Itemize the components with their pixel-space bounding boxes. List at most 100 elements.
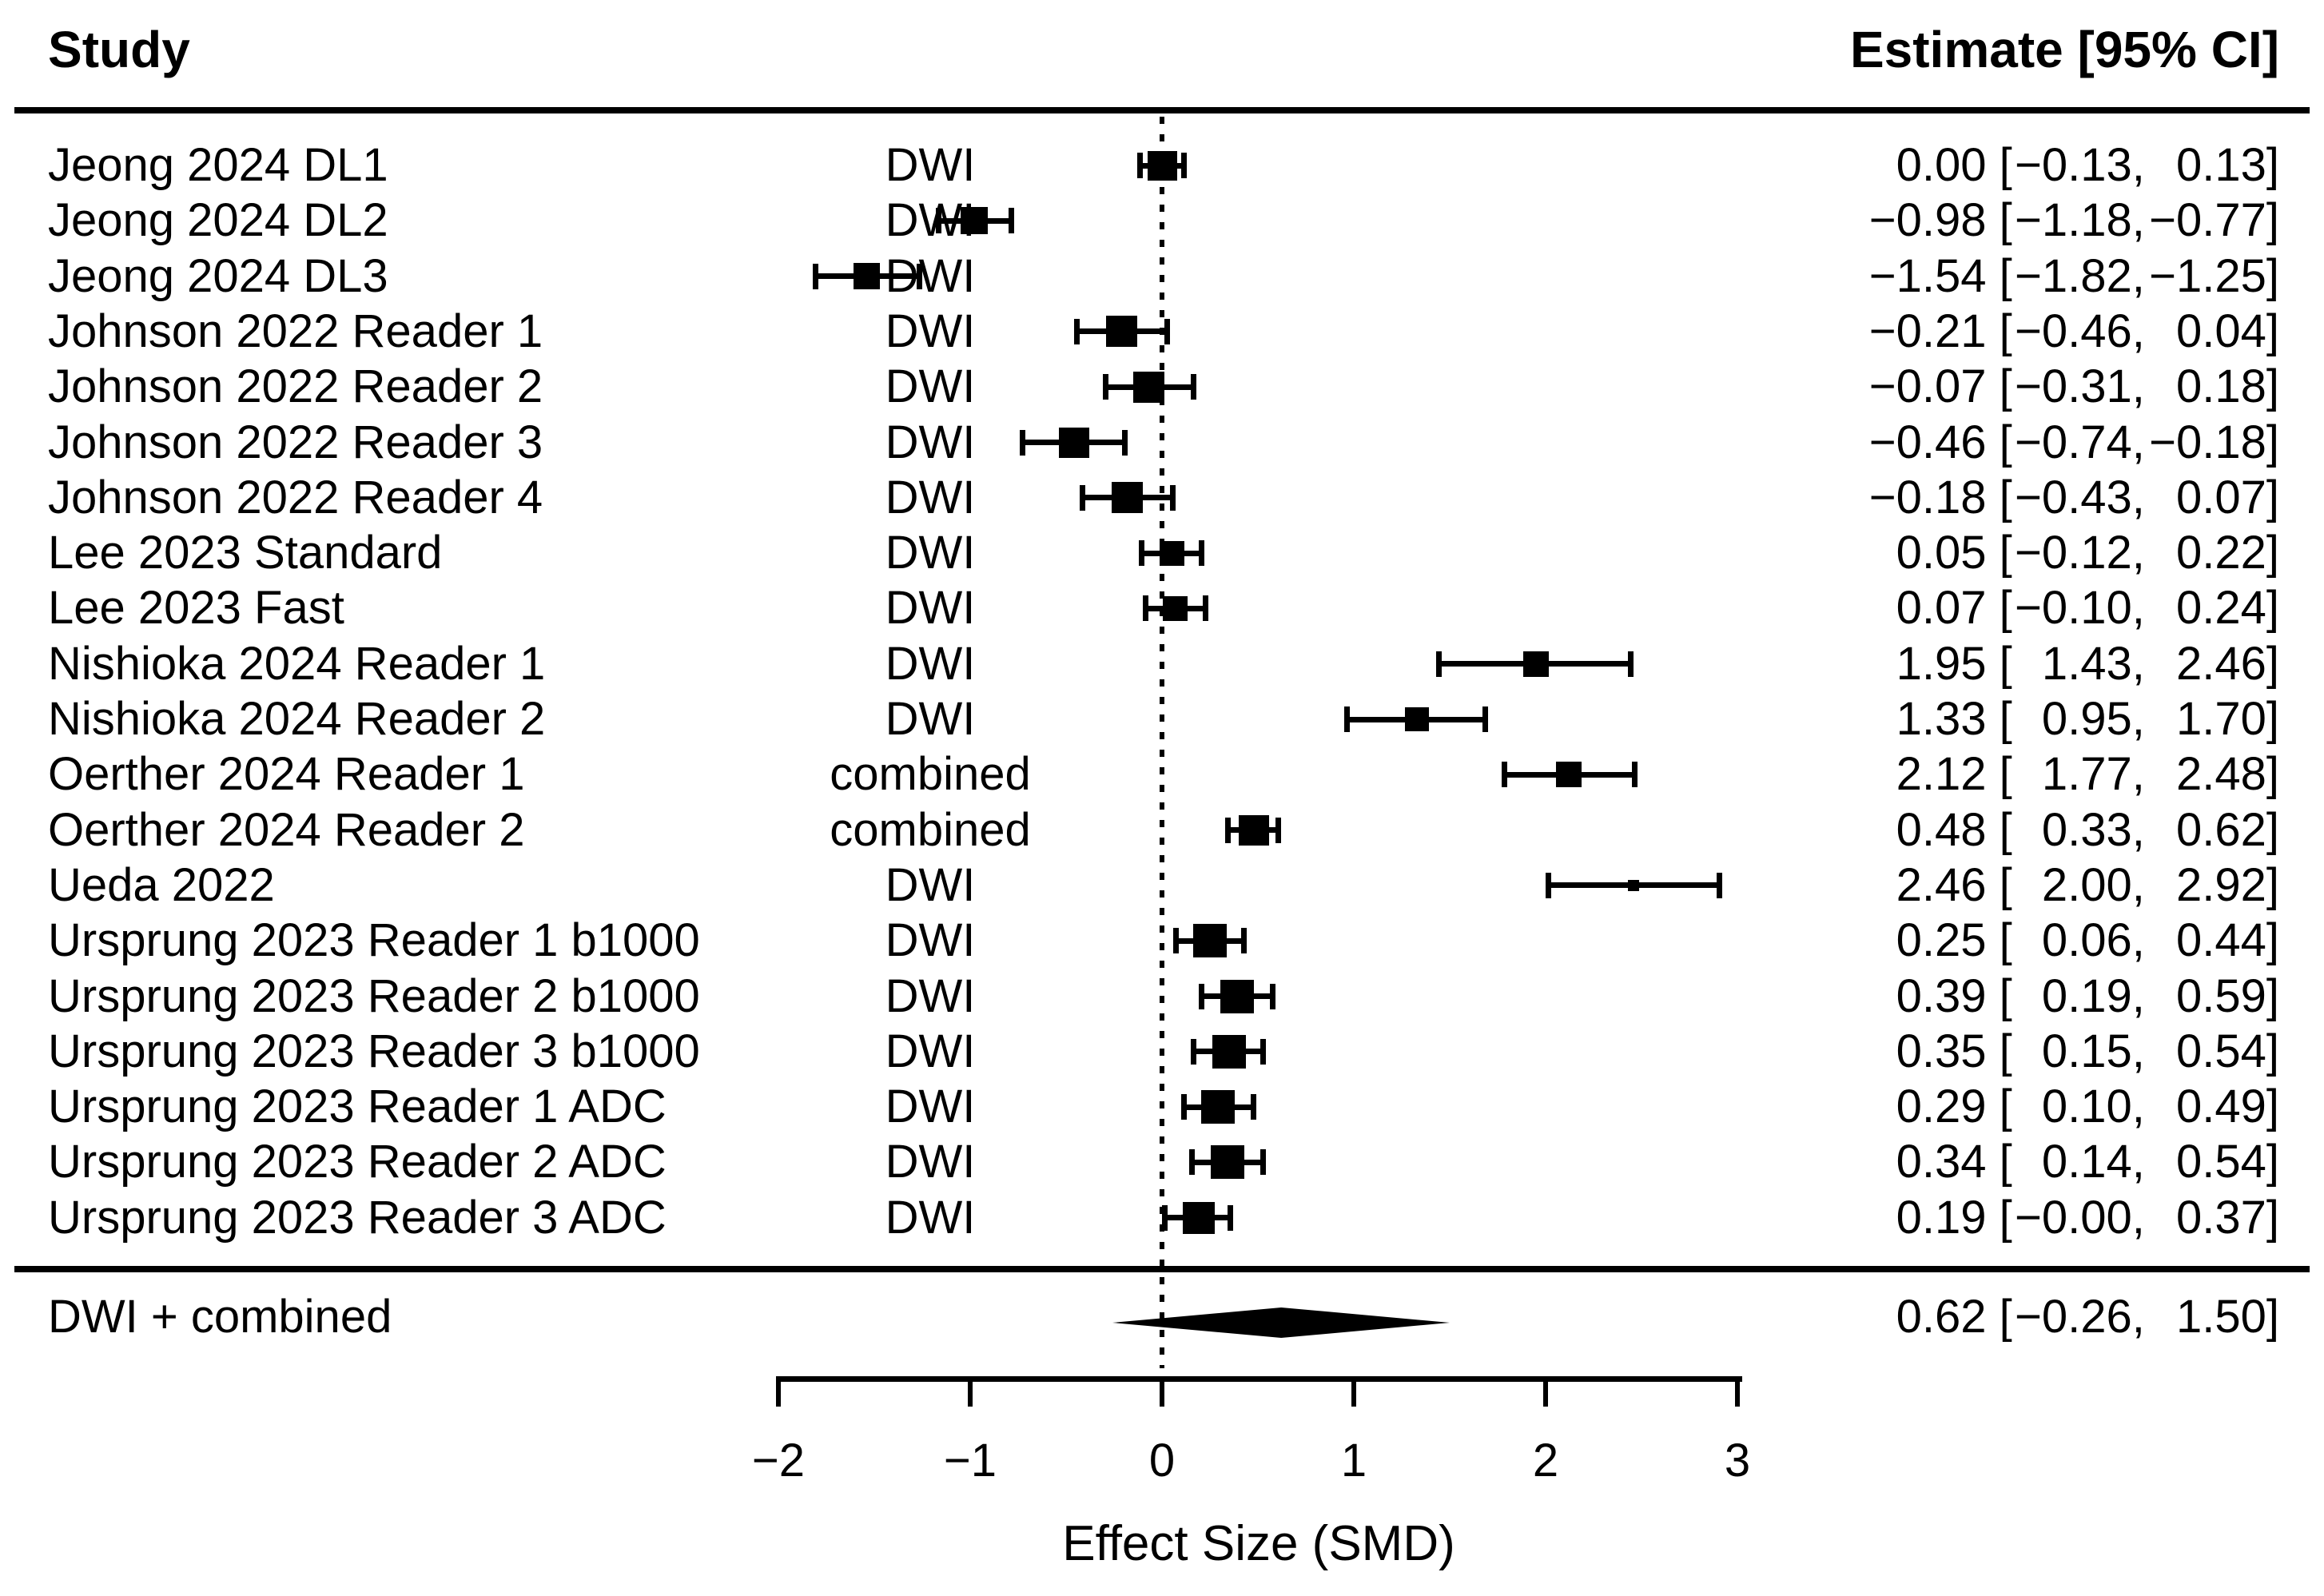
modality-label: DWI [885,582,976,635]
ci-cap-right [917,263,922,289]
point-marker [1147,150,1177,181]
x-axis-tick [968,1376,973,1407]
ci-cap-left [1188,1149,1195,1176]
estimate-number: 0.34 [1896,1136,1987,1188]
study-label: Johnson 2022 Reader 4 [48,471,543,523]
estimate-number: 1.95 [1896,637,1987,690]
ci-low-number: −1.82 [2014,249,2132,302]
estimate-number: 0.29 [1896,1081,1987,1133]
study-label: Ursprung 2023 Reader 1 b1000 [48,914,700,967]
ci-high-number: 0.18 [2175,360,2266,413]
x-axis-tick-label: 1 [1340,1435,1367,1487]
ci-cap-right [1009,208,1015,234]
modality-label: DWI [885,914,976,967]
ci-high-number: 0.04 [2175,304,2266,357]
ci-high-number: −1.25 [2149,249,2266,302]
point-marker [1132,371,1164,403]
ci-high-number: 0.54 [2175,1136,2266,1188]
estimate-value: 0.35 [0.15, 0.54] [1867,1025,2279,1077]
study-label: Johnson 2022 Reader 2 [48,360,543,413]
ci-low-number: −0.13 [2014,139,2132,191]
modality-label: DWI [885,360,976,413]
estimate-number: −0.21 [1868,304,1987,357]
ci-high-number: 1.70 [2175,693,2266,745]
estimate-value: 0.00 [−0.13, 0.13] [1867,142,2279,189]
ci-cap-left [1181,1094,1187,1120]
estimate-value: 0.05 [−0.12, 0.22] [1867,530,2279,576]
ci-cap-left [1225,817,1232,843]
ci-cap-left [935,208,941,234]
point-marker [1106,316,1138,348]
summary-diamond [1112,1307,1450,1338]
ci-cap-right [1250,1094,1256,1120]
study-label: Ueda 2022 [48,858,275,911]
modality-label: DWI [885,637,976,690]
point-marker [1200,1090,1235,1124]
estimate-number: 2.12 [1896,748,1987,801]
ci-cap-right [1164,318,1170,344]
ci-cap-right [1240,928,1247,954]
point-marker [1058,427,1089,458]
estimate-number: −0.46 [1868,416,1987,468]
x-axis-tick-label: 3 [1724,1435,1751,1487]
ci-high-number: 0.24 [2175,582,2266,635]
estimate-number: 0.19 [1896,1191,1987,1244]
ci-high-number: 0.22 [2175,527,2266,579]
estimate-number: −0.18 [1868,471,1987,523]
x-axis-line [778,1376,1742,1382]
summary-estimate-value: 0.62 [1896,1291,1987,1343]
x-axis-tick-label: 0 [1148,1435,1176,1487]
estimate-number: 0.07 [1896,582,1987,635]
ci-high-number: 0.44 [2175,914,2266,967]
estimate-value: 0.25 [0.06, 0.44] [1867,917,2279,964]
modality-label: DWI [885,1081,976,1133]
estimate-value: 0.19 [−0.00, 0.37] [1867,1191,2279,1244]
point-marker [1193,924,1227,958]
modality-label: DWI [885,1025,976,1077]
estimate-value: 0.34 [0.14, 0.54] [1867,1139,2279,1185]
ci-low-number: 1.77 [2041,748,2132,801]
ci-high-number: 0.62 [2175,803,2266,856]
ci-cap-right [1227,1204,1233,1231]
ci-cap-right [1191,374,1197,400]
ci-cap-right [1202,595,1208,622]
ci-low-number: −0.10 [2014,582,2132,635]
point-marker [1112,482,1144,514]
ci-cap-left [1198,983,1204,1009]
ci-low-number: 0.14 [2041,1136,2132,1188]
ci-cap-right [1275,817,1281,843]
summary-ci-high: 1.50 [2175,1291,2266,1343]
ci-high-number: 0.13 [2175,139,2266,191]
estimate-number: 1.33 [1896,693,1987,745]
ci-low-number: 2.00 [2041,858,2132,911]
estimate-value: −0.18 [−0.43, 0.07] [1867,471,2279,523]
ci-cap-left [1162,1204,1168,1231]
ci-low-number: −0.43 [2014,471,2132,523]
ci-low-number: −0.46 [2014,304,2132,357]
ci-low-number: 0.15 [2041,1025,2132,1077]
ci-cap-right [1181,153,1188,178]
point-marker [1163,595,1188,621]
ci-cap-left [813,263,819,289]
ci-cap-left [1501,762,1507,788]
ci-cap-right [1121,429,1128,456]
zero-reference-line [1160,117,1164,1368]
x-axis-tick-label: −2 [751,1435,806,1487]
ci-cap-right [1632,762,1638,788]
ci-cap-right [1259,1038,1266,1065]
ci-high-number: 0.37 [2175,1191,2266,1244]
ci-cap-left [1344,706,1350,732]
point-marker [1555,762,1582,788]
ci-low-number: −0.12 [2014,527,2132,579]
point-marker [1239,814,1270,846]
study-label: Lee 2023 Standard [48,527,443,579]
ci-high-number: 2.48 [2175,748,2266,801]
point-marker [1523,651,1549,677]
ci-high-number: 2.92 [2175,858,2266,911]
ci-cap-right [1259,1149,1266,1176]
ci-low-number: −0.31 [2014,360,2132,413]
estimate-value: −0.98 [−1.18, −0.77] [1867,197,2279,244]
ci-high-number: 0.07 [2175,471,2266,523]
ci-cap-left [1139,540,1145,567]
point-marker [1628,879,1640,891]
